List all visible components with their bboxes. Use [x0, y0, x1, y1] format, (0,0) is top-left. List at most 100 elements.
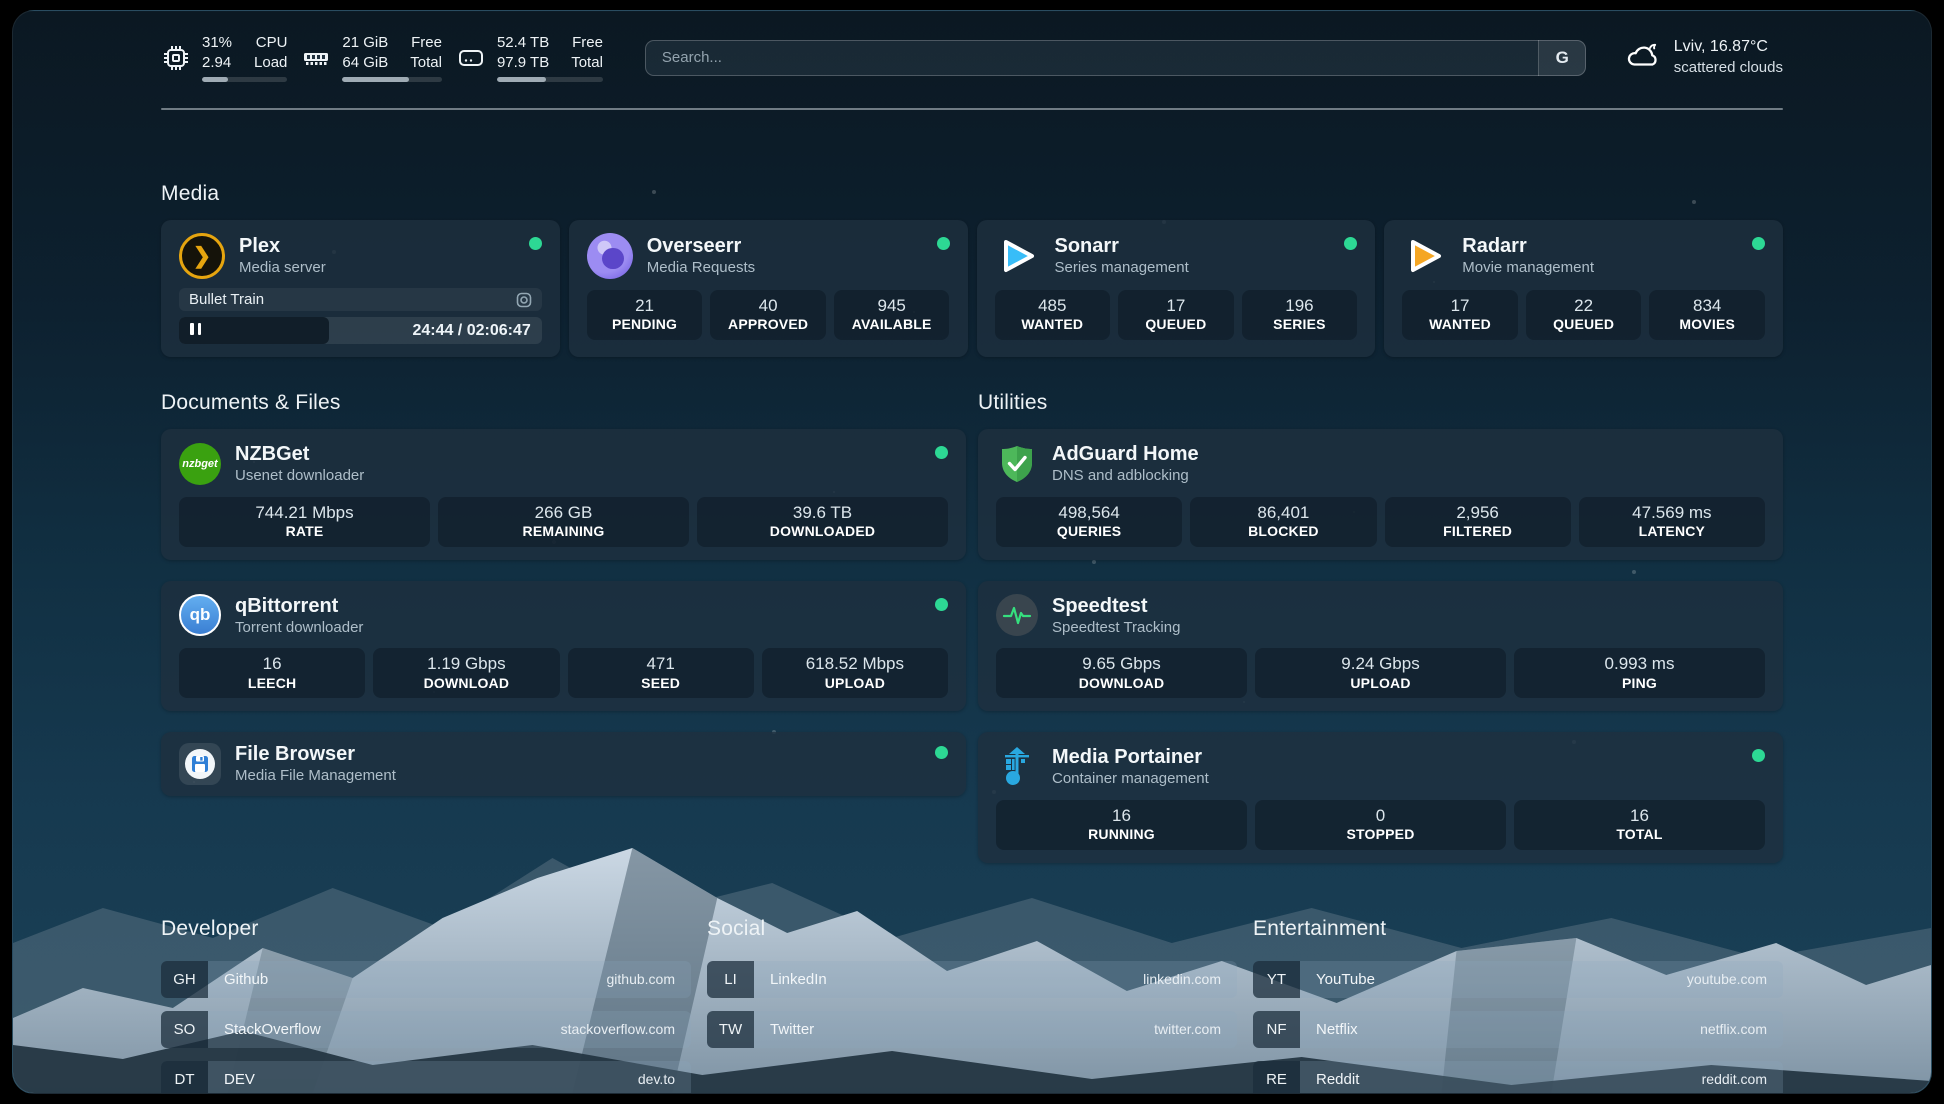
bookmark-netflix[interactable]: NF Netflix netflix.com — [1253, 1010, 1783, 1048]
section-title-developer: Developer — [161, 916, 259, 940]
bookmark-dev[interactable]: DT DEV dev.to — [161, 1060, 691, 1093]
service-description: Media server — [239, 259, 326, 277]
bookmark-reddit[interactable]: RE Reddit reddit.com — [1253, 1060, 1783, 1093]
service-description: Series management — [1054, 259, 1189, 277]
stat-upload: 618.52 Mbps UPLOAD — [761, 648, 948, 698]
service-name: Media Portainer — [1052, 746, 1203, 768]
qbittorrent-icon: qb — [179, 594, 221, 637]
filebrowser-icon — [179, 742, 221, 785]
bookmark-url: netflix.com — [1700, 1021, 1767, 1037]
disk-values: 52.4 TB 97.9 TB — [496, 34, 550, 71]
stat-approved: 40 APPROVED — [710, 290, 826, 340]
service-description: Container management — [1052, 770, 1209, 787]
bookmark-url: youtube.com — [1686, 971, 1767, 987]
stat-leech: 16 LEECH — [179, 648, 366, 698]
column-utilities: Utilities AdGuard Home — [978, 391, 1783, 863]
cloud-icon — [1624, 40, 1662, 75]
service-name: Speedtest — [1052, 594, 1148, 617]
bookmark-group-social: Social LI LinkedIn linkedin.com TW Twitt… — [707, 916, 1237, 1094]
service-name: qBittorrent — [235, 594, 339, 617]
top-bar: 31% 2.94 CPU Load — [161, 33, 1783, 82]
service-description: Speedtest Tracking — [1052, 618, 1181, 636]
status-dot-online — [935, 446, 948, 459]
section-title-social: Social — [707, 916, 766, 940]
bookmark-github[interactable]: GH Github github.com — [161, 960, 691, 998]
stat-download: 9.65 Gbps DOWNLOAD — [996, 648, 1247, 698]
service-card-nzbget[interactable]: nzbget NZBGet Usenet downloader 744.21 M… — [161, 429, 966, 560]
search-bar: G — [644, 39, 1586, 76]
section-title-documents: Documents & Files — [161, 391, 341, 414]
section-title-utilities: Utilities — [978, 391, 1048, 414]
bookmark-group-developer: Developer GH Github github.com SO StackO… — [161, 916, 691, 1093]
bookmark-name: DEV — [224, 1070, 255, 1088]
service-name: File Browser — [235, 743, 356, 765]
service-card-radarr[interactable]: Radarr Movie management 17 WANTED 22 QUEUE… — [1384, 220, 1783, 357]
bookmark-name: Reddit — [1316, 1070, 1360, 1088]
stat-download: 1.19 Gbps DOWNLOAD — [373, 648, 560, 698]
dashboard-window: 31% 2.94 CPU Load — [12, 10, 1932, 1094]
radarr-icon — [1402, 233, 1448, 279]
section-title-entertainment: Entertainment — [1253, 916, 1387, 940]
weather-location-temp: Lviv, 16.87°C — [1673, 38, 1768, 56]
weather-condition: scattered clouds — [1673, 59, 1783, 77]
stat-available: 945 AVAILABLE — [833, 290, 950, 340]
speedtest-icon — [996, 594, 1038, 637]
service-card-speedtest[interactable]: Speedtest Speedtest Tracking 9.65 Gbps DO… — [978, 580, 1783, 711]
bookmark-abbr: YT — [1253, 960, 1300, 998]
stat-upload: 9.24 Gbps UPLOAD — [1255, 648, 1506, 698]
bookmark-abbr: TW — [707, 1010, 754, 1048]
portainer-icon — [996, 746, 1038, 788]
service-description: Torrent downloader — [235, 618, 364, 636]
pause-button[interactable] — [179, 317, 329, 344]
service-card-plex[interactable]: ❯ Plex Media server Bullet Train — [161, 220, 560, 357]
status-dot-online — [935, 746, 948, 759]
media-grid: ❯ Plex Media server Bullet Train — [161, 220, 1783, 357]
header-divider — [161, 108, 1783, 110]
stat-wanted: 485 WANTED — [994, 290, 1111, 340]
bookmark-twitter[interactable]: TW Twitter twitter.com — [707, 1010, 1237, 1048]
search-input[interactable] — [644, 39, 1586, 76]
cpu-labels: CPU Load — [254, 34, 288, 71]
service-description: Media File Management — [235, 767, 396, 784]
bookmark-stackoverflow[interactable]: SO StackOverflow stackoverflow.com — [161, 1010, 691, 1048]
service-card-adguard[interactable]: AdGuard Home DNS and adblocking 498,564 Q… — [978, 429, 1783, 560]
bookmark-youtube[interactable]: YT YouTube youtube.com — [1253, 960, 1783, 998]
memory-widget: 21 GiB 64 GiB Free Total — [301, 33, 442, 82]
stat-rate: 744.21 Mbps RATE — [179, 496, 430, 547]
stat-queued: 22 QUEUED — [1525, 290, 1642, 340]
service-description: Movie management — [1462, 259, 1594, 277]
stat-stopped: 0 STOPPED — [1255, 799, 1506, 850]
playback-time: 24:44 / 02:06:47 — [412, 321, 531, 339]
memory-progress-bar — [342, 77, 442, 82]
cpu-progress-bar — [202, 77, 288, 82]
service-name: AdGuard Home — [1052, 443, 1199, 465]
memory-labels: Free Total — [410, 34, 442, 71]
status-dot-online — [935, 597, 948, 611]
service-card-sonarr[interactable]: Sonarr Series management 485 WANTED 17 QUE… — [976, 220, 1376, 357]
bookmark-name: Github — [224, 970, 269, 988]
stat-blocked: 86,401 BLOCKED — [1190, 496, 1377, 547]
disk-labels: Free Total — [571, 34, 603, 71]
stat-latency: 47.569 ms LATENCY — [1578, 496, 1765, 547]
service-card-filebrowser[interactable]: File Browser Media File Management — [161, 732, 966, 796]
service-name: Sonarr — [1054, 235, 1119, 258]
cpu-values: 31% 2.94 — [202, 34, 233, 71]
plex-icon: ❯ — [179, 233, 225, 279]
column-documents: Documents & Files nzbget NZBGet Usenet d… — [161, 391, 966, 796]
search-provider-button[interactable]: G — [1537, 39, 1586, 76]
stat-series: 196 SERIES — [1241, 290, 1358, 340]
service-card-overseerr[interactable]: Overseerr Media Requests 21 PENDING 40 APP… — [568, 220, 968, 357]
bookmark-url: reddit.com — [1701, 1071, 1767, 1087]
service-description: DNS and adblocking — [1052, 467, 1189, 484]
bookmark-name: StackOverflow — [224, 1020, 321, 1038]
bookmark-linkedin[interactable]: LI LinkedIn linkedin.com — [707, 960, 1237, 998]
stat-downloaded: 39.6 TB DOWNLOADED — [697, 496, 948, 547]
service-card-qbittorrent[interactable]: qb qBittorrent Torrent downloader 16 LEEC… — [161, 580, 966, 711]
weather-widget: Lviv, 16.87°C scattered clouds — [1624, 37, 1783, 77]
service-card-portainer[interactable]: Media Portainer Container management 16 R… — [978, 732, 1783, 863]
stat-ping: 0.993 ms PING — [1514, 648, 1765, 698]
service-description: Usenet downloader — [235, 467, 365, 484]
service-name: Plex — [239, 235, 281, 258]
bookmark-url: dev.to — [637, 1071, 675, 1087]
status-dot-online — [1752, 237, 1765, 250]
